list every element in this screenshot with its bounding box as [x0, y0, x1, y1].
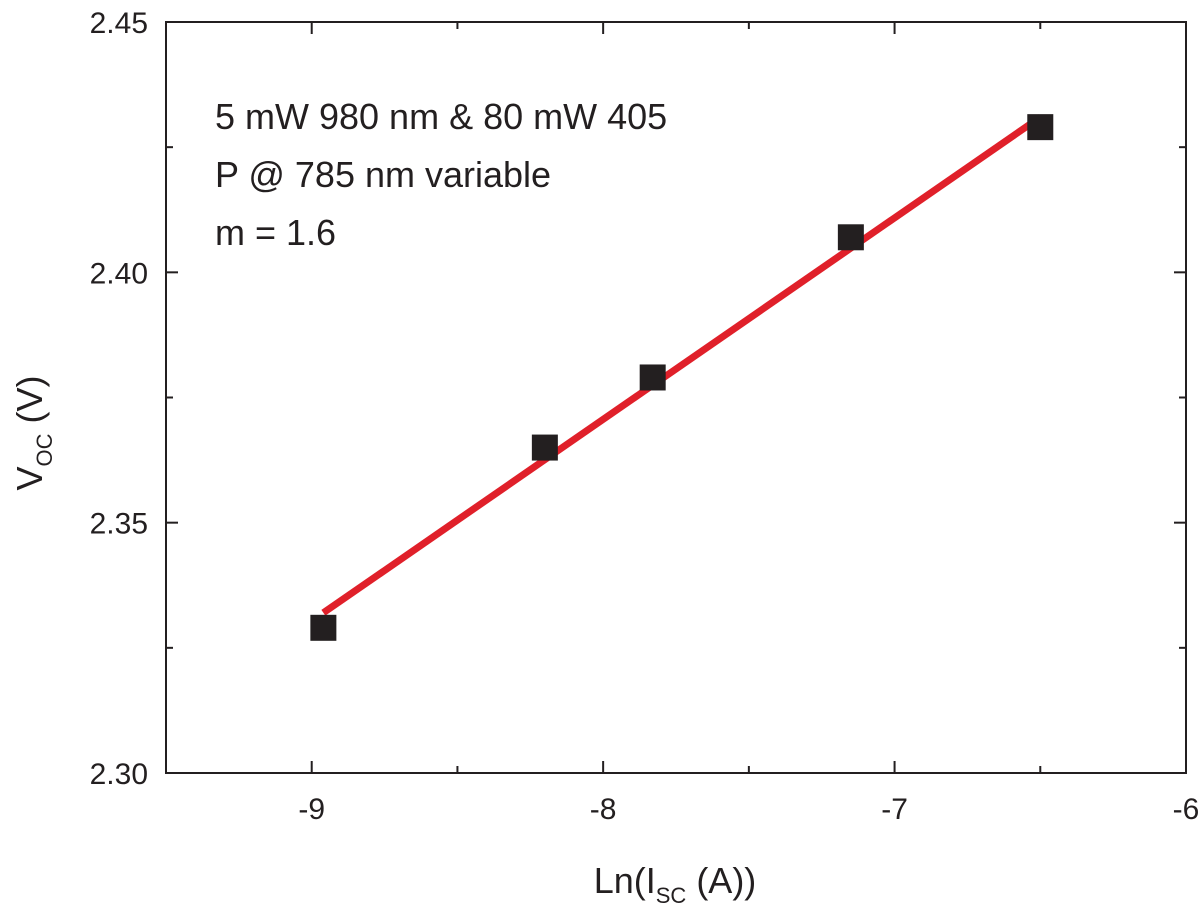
annotation-line-3: m = 1.6 [215, 212, 336, 253]
data-point [1027, 114, 1054, 141]
x-axis-title: Ln(ISC (A)) [594, 860, 757, 908]
y-tick-label: 2.45 [90, 7, 148, 40]
x-axis-title-subscript: SC [656, 883, 687, 908]
x-tick-label: -6 [1173, 793, 1200, 826]
y-axis-title-subscript: OC [32, 433, 57, 466]
y-axis-title-suffix: (V) [9, 375, 50, 433]
x-tick-label: -7 [881, 793, 908, 826]
plot-frame [165, 21, 1187, 774]
fit-line [321, 114, 1043, 616]
y-tick-label: 2.30 [90, 758, 148, 791]
data-point [531, 434, 558, 461]
data-points [310, 114, 1054, 641]
y-tick-label: 2.35 [90, 508, 148, 541]
data-point [310, 614, 337, 641]
y-axis-title-prefix: V [9, 466, 50, 490]
fit-line-group [321, 114, 1043, 616]
annotation-line-1: 5 mW 980 nm & 80 mW 405 [215, 96, 667, 137]
data-point [639, 364, 666, 391]
x-axis-title-prefix: Ln(I [594, 860, 656, 901]
x-axis-title-suffix: (A)) [686, 860, 756, 901]
data-point [837, 224, 864, 251]
x-tick-label: -9 [298, 793, 325, 826]
annotation-line-2: P @ 785 nm variable [215, 154, 551, 195]
y-axis-title: VOC (V) [9, 375, 57, 490]
x-tick-label: -8 [590, 793, 617, 826]
ticks: -9 -8 -7 -6 2.30 2.35 2.40 2.45 [90, 7, 1200, 826]
y-tick-label: 2.40 [90, 257, 148, 290]
